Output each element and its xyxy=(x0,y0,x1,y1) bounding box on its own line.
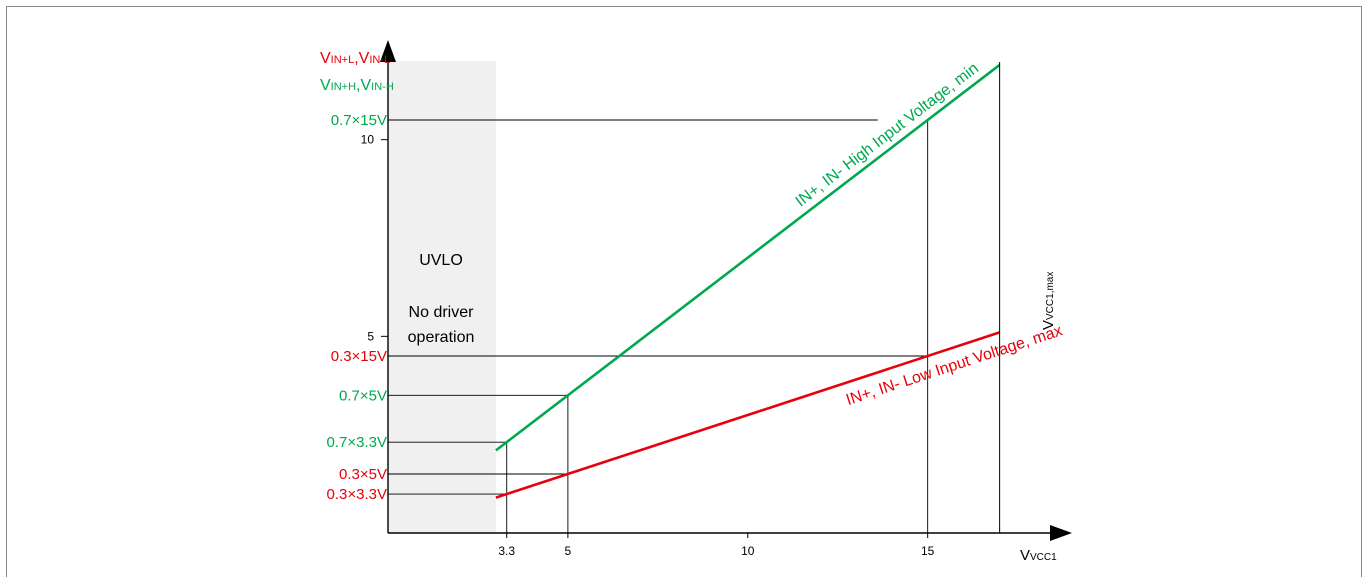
uvlo-region xyxy=(388,61,496,533)
x-tick-label: 10 xyxy=(741,544,755,558)
reference-label: 0.7×5V xyxy=(339,387,387,404)
series-label: IN+, IN- High Input Voltage, min xyxy=(793,60,982,211)
reference-label: 0.3×5V xyxy=(339,466,387,483)
uvlo-title: UVLO xyxy=(419,252,463,269)
series-line xyxy=(495,331,1001,499)
uvlo-line1: No driver xyxy=(409,304,475,321)
reference-label: 0.3×3.3V xyxy=(327,486,387,503)
reference-label: 0.7×15V xyxy=(331,112,387,129)
series-line xyxy=(495,63,1001,452)
y-ticks: 5 10 xyxy=(361,133,388,343)
x-tick-label: 3.3 xyxy=(498,544,515,558)
uvlo-line2: operation xyxy=(408,329,475,346)
y-axis-arrow xyxy=(380,40,396,62)
vcc1-max-label: VVCC1,max xyxy=(1040,272,1057,330)
y-tick-label: 5 xyxy=(367,329,374,343)
x-axis-arrow xyxy=(1050,525,1072,541)
reference-lines xyxy=(388,119,929,533)
reference-label: 0.3×15V xyxy=(331,348,387,365)
y-axis-label-high: VIN+H,VIN-H xyxy=(320,77,394,94)
figure-frame xyxy=(6,6,1362,577)
x-tick-label: 5 xyxy=(565,544,572,558)
series-label: IN+, IN- Low Input Voltage, max xyxy=(844,322,1064,409)
reference-labels: 0.7×15V 0.3×15V 0.7×5V 0.7×3.3V 0.3×5V 0.3×3.… xyxy=(327,112,387,503)
y-axis-label-low: VIN+L,VIN-L xyxy=(320,50,390,67)
x-ticks: 3.3 5 10 15 xyxy=(498,533,935,558)
x-tick-label: 15 xyxy=(921,544,935,558)
x-axis-label: VVCC1 xyxy=(1020,547,1057,564)
y-tick-label: 10 xyxy=(361,133,375,147)
series-lines xyxy=(495,63,1001,499)
reference-label: 0.7×3.3V xyxy=(327,434,387,451)
